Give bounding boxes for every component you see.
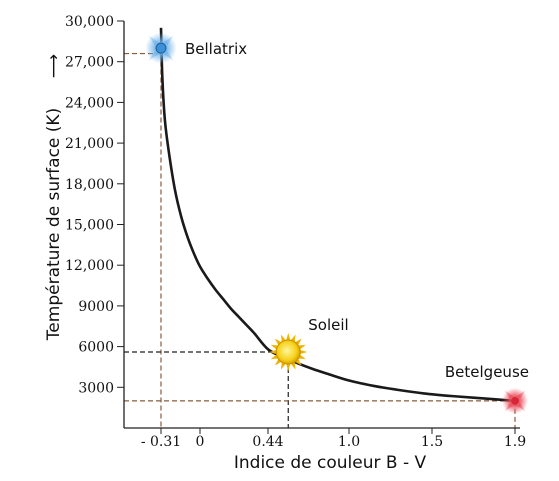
stars-layer: Bellatrix Soleil Betelgeuse: [145, 32, 529, 414]
sun-ray: [290, 362, 296, 370]
y-tick-label: 21,000: [65, 136, 114, 152]
star-label-betelgeuse: Betelgeuse: [445, 363, 529, 381]
y-ticks-layer: 3000 6000 9000 12,000 15,000 18,000 21,000 24,0…: [65, 14, 124, 396]
x-axis-label: Indice de couleur B - V: [234, 453, 427, 473]
sun-ray: [298, 354, 306, 360]
star-bellatrix-icon: [145, 32, 177, 64]
y-tick-label: 24,000: [65, 95, 114, 111]
sun-ray: [280, 334, 286, 342]
series-layer: [159, 27, 516, 403]
y-tick-label: 30,000: [65, 14, 114, 30]
y-tick-label: 12,000: [65, 258, 114, 274]
x-tick-label: - 0.31: [141, 434, 181, 450]
star-soleil-icon: [269, 333, 308, 372]
temperature-curve: [159, 27, 516, 403]
y-axis-label: Température de surface (K): [44, 108, 64, 341]
y-tick-label: 15,000: [65, 218, 114, 234]
y-axis-arrow: ⟶: [44, 54, 64, 78]
star-label-soleil: Soleil: [308, 316, 348, 334]
sun-ray: [270, 344, 279, 350]
sun-ray: [269, 349, 277, 355]
sun-ray: [270, 354, 279, 360]
y-tick-label: 18,000: [65, 177, 114, 193]
x-tick-label: 0.44: [252, 434, 283, 450]
y-tick-label: 6000: [78, 340, 114, 356]
y-tick-label: 27,000: [65, 55, 114, 71]
x-tick-label: 1.9: [504, 434, 526, 450]
y-tick-label: 9000: [78, 299, 114, 315]
sun-ray: [290, 334, 296, 342]
sun-ray: [280, 362, 286, 370]
sun-ray: [286, 333, 291, 341]
sun-ray: [298, 344, 306, 350]
x-tick-label: 0: [196, 434, 205, 450]
y-tick-label: 3000: [78, 380, 114, 396]
x-ticks-layer: - 0.31 0 0.44 1.0 1.5 1.9: [141, 428, 526, 450]
star-core: [155, 42, 167, 54]
star-core: [511, 396, 519, 405]
star-betelgeuse-icon: [502, 387, 528, 414]
sun-disk: [275, 339, 301, 365]
x-tick-label: 1.0: [338, 434, 360, 450]
sun-ray: [286, 363, 291, 372]
star-label-bellatrix: Bellatrix: [185, 40, 247, 58]
sun-ray: [300, 349, 308, 355]
x-tick-label: 1.5: [421, 434, 443, 450]
